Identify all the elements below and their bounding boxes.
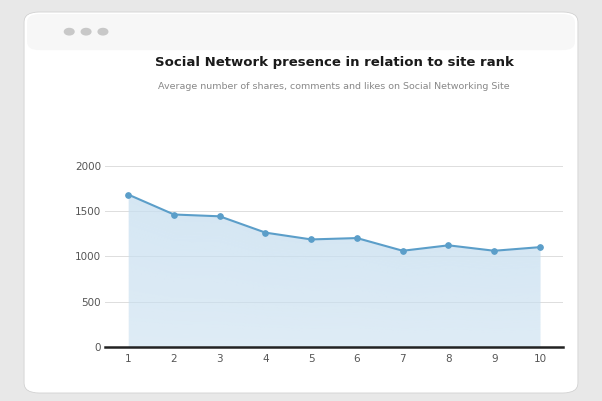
Circle shape bbox=[81, 28, 91, 35]
Circle shape bbox=[64, 28, 74, 35]
FancyBboxPatch shape bbox=[27, 14, 575, 50]
Text: Social Network presence in relation to site rank: Social Network presence in relation to s… bbox=[155, 56, 514, 69]
FancyBboxPatch shape bbox=[24, 12, 578, 393]
Text: Average number of shares, comments and likes on Social Networking Site: Average number of shares, comments and l… bbox=[158, 82, 510, 91]
Circle shape bbox=[98, 28, 108, 35]
